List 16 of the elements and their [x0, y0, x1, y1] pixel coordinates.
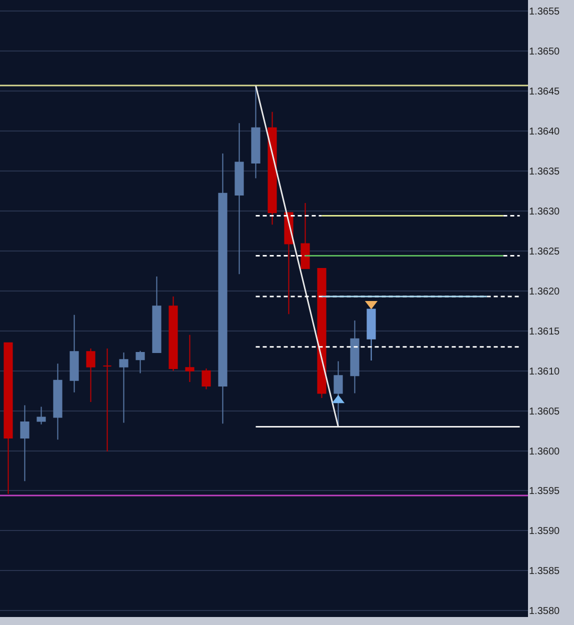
- y-tick-label: 1.3640: [529, 126, 560, 138]
- y-tick-label: 1.3630: [529, 206, 560, 218]
- y-tick-label: 1.3595: [529, 486, 560, 498]
- y-tick-label: 1.3625: [529, 246, 560, 258]
- y-tick-label: 1.3580: [529, 606, 560, 618]
- y-tick-label: 1.3590: [529, 526, 560, 538]
- y-tick-label: 1.3585: [529, 566, 560, 578]
- y-tick-label: 1.3635: [529, 166, 560, 178]
- y-tick-label: 1.3600: [529, 446, 560, 458]
- y-tick-label: 1.3605: [529, 406, 560, 418]
- y-tick-label: 1.3610: [529, 366, 560, 378]
- y-tick-label: 1.3645: [529, 86, 560, 98]
- y-tick-label: 1.3615: [529, 326, 560, 338]
- y-tick-label: 1.3620: [529, 286, 560, 298]
- y-tick-label: 1.3655: [529, 6, 560, 18]
- y-tick-label: 1.3650: [529, 46, 560, 58]
